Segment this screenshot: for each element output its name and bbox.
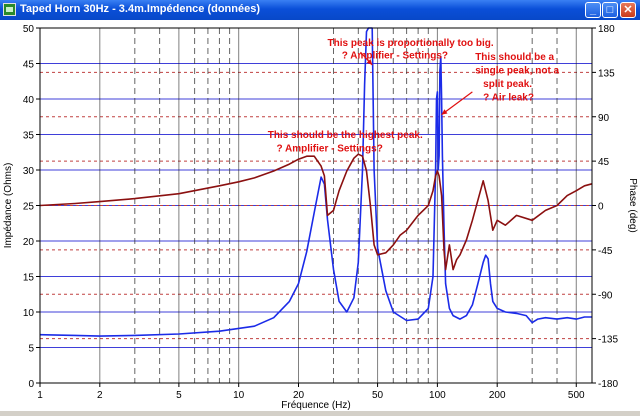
- minimize-button[interactable]: _: [585, 2, 601, 18]
- grid-lines: [40, 28, 592, 383]
- y-tick-label: 20: [23, 237, 35, 248]
- x-tick-label: 200: [489, 390, 506, 401]
- y2-tick-label: 90: [598, 113, 610, 124]
- x-tick-label: 100: [429, 390, 446, 401]
- annotation-text: This should be the highest peak.: [268, 130, 423, 141]
- x-axis-label: Fréquence (Hz): [281, 400, 350, 411]
- series-group: [39, 27, 593, 337]
- y2-axis-label: Phase (deg): [627, 178, 638, 232]
- annotation-text: single peak, not a: [475, 65, 559, 76]
- annotation-text: ? Amplifier - Settings?: [277, 144, 383, 155]
- y-axis-label: Impédance (Ohms): [3, 163, 14, 249]
- y2-tick-label: 0: [598, 202, 604, 213]
- y-tick-label: 30: [23, 166, 35, 177]
- y-tick-label: 45: [23, 60, 35, 71]
- y-tick-label: 35: [23, 131, 35, 142]
- y2-tick-label: -180: [598, 379, 618, 390]
- x-tick-label: 1: [37, 390, 43, 401]
- x-tick-label: 50: [372, 390, 384, 401]
- y-tick-label: 10: [23, 308, 35, 319]
- impedance-curve: [39, 27, 592, 337]
- y2-tick-label: 135: [598, 68, 615, 79]
- annotation-arrowhead: [441, 109, 448, 115]
- x-tick-label: 500: [568, 390, 585, 401]
- x-tick-label: 10: [233, 390, 245, 401]
- annotation-text: This should be a: [475, 52, 554, 63]
- x-tick-label: 5: [176, 390, 182, 401]
- close-button[interactable]: ✕: [620, 2, 636, 18]
- annotation-text: ? Air leak?: [483, 92, 534, 103]
- y2-tick-label: -90: [598, 290, 613, 301]
- axes-group: 05101520253035404550-180-135-90-45045901…: [3, 24, 638, 411]
- x-tick-label: 20: [293, 390, 305, 401]
- y-tick-label: 0: [28, 379, 34, 390]
- app-icon[interactable]: [3, 3, 16, 16]
- y-tick-label: 15: [23, 273, 35, 284]
- window-title: Taped Horn 30Hz - 3.4m.Impédence (donnée…: [20, 3, 261, 15]
- y2-tick-label: 180: [598, 24, 615, 35]
- annotation-text: This peak is proportionally too big.: [328, 38, 494, 49]
- annotations-group: This peak is proportionally too big. ? Am…: [268, 38, 560, 155]
- annotation-text: ? Amplifier - Settings?: [342, 51, 448, 62]
- y-tick-label: 5: [28, 344, 34, 355]
- y-tick-label: 50: [23, 24, 35, 35]
- annotation-text: split peak.: [483, 79, 532, 90]
- maximize-button[interactable]: □: [602, 2, 618, 18]
- y2-tick-label: 45: [598, 157, 610, 168]
- y2-tick-label: -135: [598, 335, 618, 346]
- impedance-chart-area: This peak is proportionally too big. ? Am…: [0, 20, 640, 411]
- y2-tick-label: -45: [598, 246, 613, 257]
- annotation-arrowhead: [366, 59, 373, 65]
- phase-curve: [39, 153, 593, 271]
- y-tick-label: 25: [23, 202, 35, 213]
- x-tick-label: 2: [97, 390, 103, 401]
- y-tick-label: 40: [23, 95, 35, 106]
- annotation-arrow: [441, 91, 473, 116]
- impedance-chart: This peak is proportionally too big. ? Am…: [3, 24, 638, 411]
- title-bar[interactable]: Taped Horn 30Hz - 3.4m.Impédence (donnée…: [0, 0, 640, 20]
